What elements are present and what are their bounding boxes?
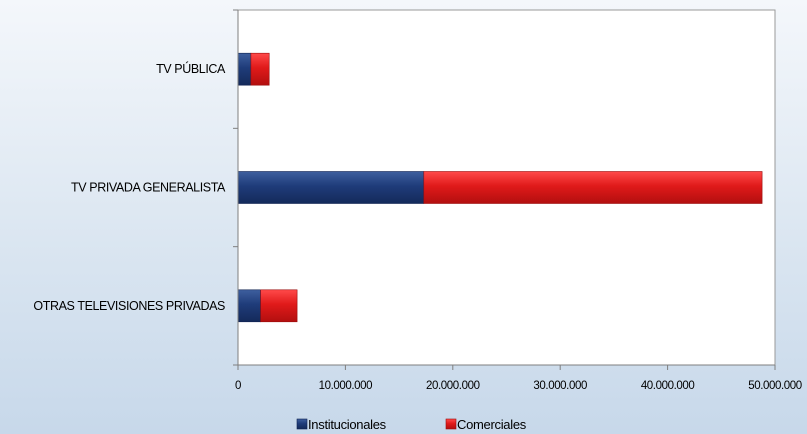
legend-label: Comerciales (457, 417, 527, 432)
bar-comerciales-2 (260, 289, 298, 323)
legend: Institucionales Comerciales (296, 417, 527, 432)
x-tick-label: 30.000.000 (533, 380, 587, 392)
x-tick-label: 20.000.000 (426, 380, 480, 392)
legend-label: Institucionales (308, 417, 387, 432)
x-tick-label: 40.000.000 (641, 380, 695, 392)
bars-layer (237, 52, 763, 323)
x-tick-label: 50.000.000 (748, 380, 802, 392)
bar-institucionales-0 (237, 52, 252, 86)
category-label: OTRAS TELEVISIONES PRIVADAS (33, 299, 225, 313)
bar-institucionales-1 (237, 171, 425, 204)
legend-swatch-institucionales (296, 418, 308, 430)
legend-swatch-comerciales (445, 418, 457, 430)
category-label: TV PÚBLICA (156, 61, 226, 76)
category-label: TV PRIVADA GENERALISTA (71, 181, 226, 195)
x-tick-label: 0 (235, 380, 241, 392)
axes: TV PÚBLICA TV PRIVADA GENERALISTA OTRAS TE… (33, 9, 802, 392)
bar-comerciales-1 (423, 171, 763, 204)
bar-institucionales-2 (237, 289, 261, 323)
x-tick-label: 10.000.000 (319, 380, 373, 392)
bar-comerciales-0 (250, 52, 270, 86)
